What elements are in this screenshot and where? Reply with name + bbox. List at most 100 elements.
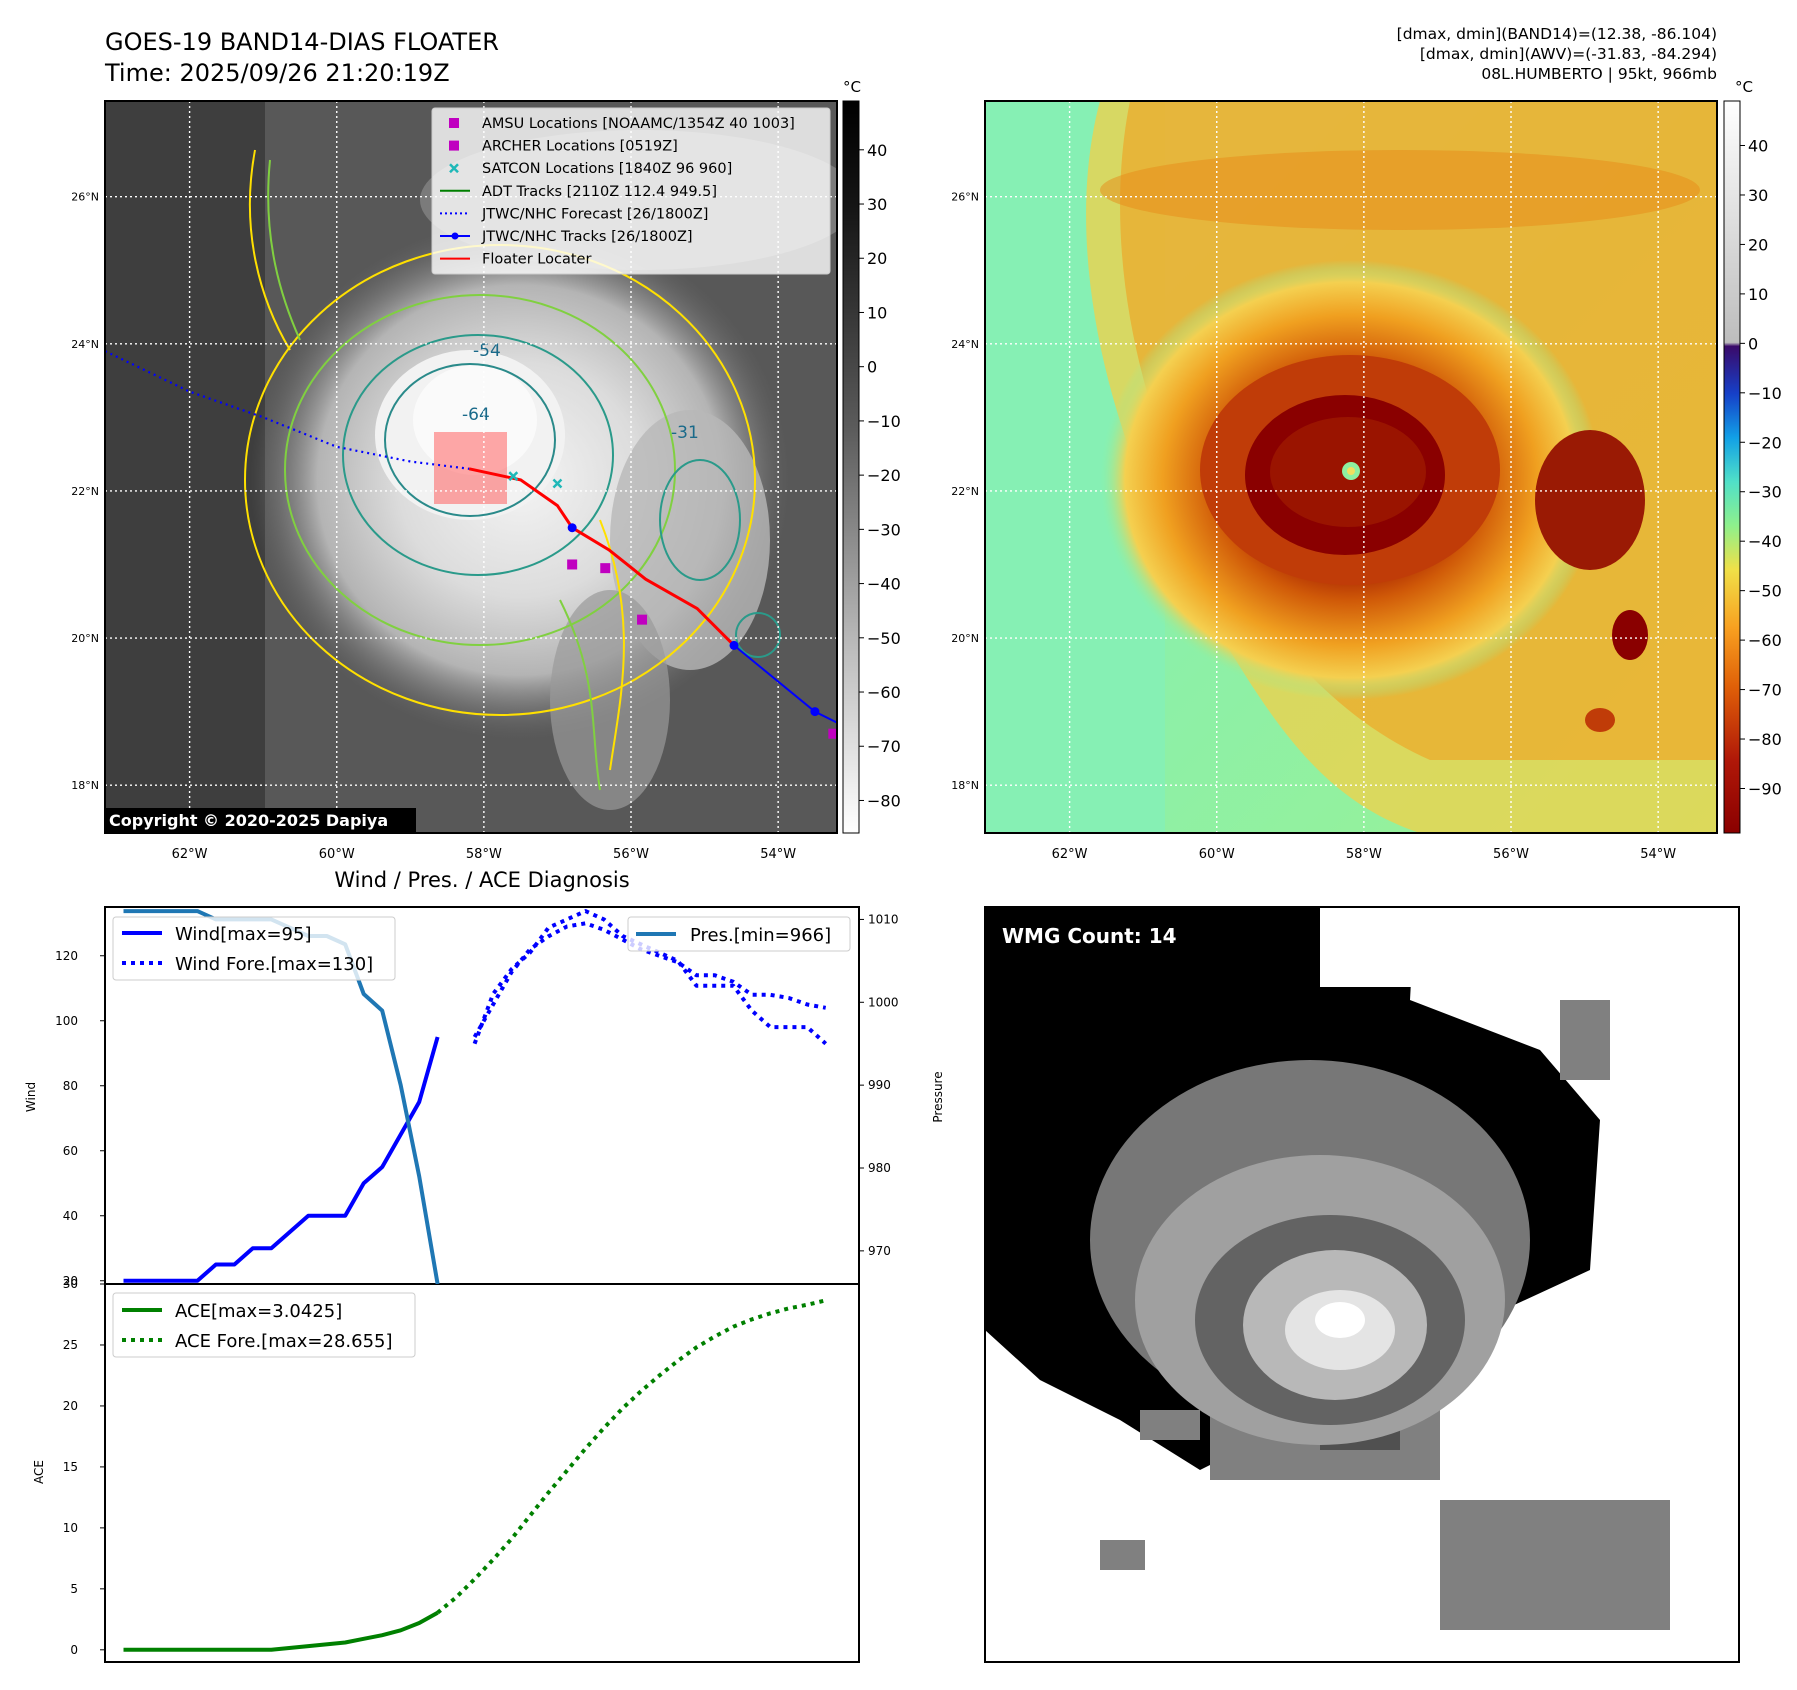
colorbar-tick-label: −10	[867, 412, 901, 431]
wind-tick-label: 60	[63, 1144, 78, 1158]
ace-legend: ACE[max=3.0425] ACE Fore.[max=28.655]	[112, 1292, 416, 1358]
lat-tick-label: 24°N	[71, 338, 99, 351]
lat-tick-label: 26°N	[71, 191, 99, 204]
pressure-tick-label: 1010	[868, 912, 899, 926]
lat-tick-label: 20°N	[951, 632, 979, 645]
legend-pressure: Pres.[min=966]	[690, 925, 831, 946]
colorbar-tick-label: −10	[1748, 384, 1782, 403]
lon-tick-label: 58°W	[466, 847, 502, 862]
amsu-point	[828, 728, 837, 739]
map1-tracks	[105, 350, 837, 739]
wind-legend: Wind[max=95] Wind Fore.[max=130]	[112, 916, 396, 981]
info-line-1: [dmax, dmin](BAND14)=(12.38, -86.104)	[1397, 25, 1717, 43]
ace-tick-label: 0	[70, 1643, 78, 1657]
lon-tick-label: 62°W	[1052, 847, 1088, 862]
series-line-ace	[123, 1610, 439, 1652]
colorbar-tick-label: −30	[1748, 483, 1782, 502]
colorbar-tick-label: 10	[867, 303, 887, 322]
lon-tick-label: 54°W	[760, 847, 796, 862]
lat-tick-label: 24°N	[951, 338, 979, 351]
ace-tick-label: 30	[63, 1277, 78, 1291]
info-line-3: 08L.HUMBERTO | 95kt, 966mb	[1481, 65, 1717, 83]
pressure-tick-label: 970	[868, 1244, 891, 1258]
pressure-axis-label: Pressure	[931, 1071, 945, 1122]
lat-tick-label: 20°N	[71, 632, 99, 645]
map2-gridlines	[985, 101, 1717, 833]
wind-tick-label: 80	[63, 1079, 78, 1093]
colorbar-tick-label: −70	[867, 737, 901, 756]
colorbar-tick-label: 30	[867, 195, 887, 214]
colorbar-tick-label: 20	[867, 249, 887, 268]
colorbar-color	[1723, 100, 1741, 834]
legend-label: ARCHER Locations [0519Z]	[482, 139, 678, 155]
legend-ace-fore: ACE Fore.[max=28.655]	[175, 1331, 393, 1352]
lon-tick-label: 60°W	[319, 847, 355, 862]
floater-locater-line	[468, 467, 736, 647]
lat-tick-label: 22°N	[951, 485, 979, 498]
wmg-count-label: WMG Count: 14	[1002, 924, 1177, 948]
colorbar-gray	[842, 100, 860, 834]
ace-tick-label: 10	[63, 1521, 78, 1535]
lon-tick-label: 54°W	[1640, 847, 1676, 862]
legend-wind-fore: Wind Fore.[max=130]	[175, 954, 373, 975]
colorbar-tick-label: −90	[1748, 779, 1782, 798]
contour-label-54: -54	[473, 341, 501, 361]
satcon-point	[508, 471, 519, 482]
amsu-point	[637, 614, 648, 625]
colorbar-tick-label: −50	[1748, 582, 1782, 601]
legend-marker-square	[449, 118, 459, 128]
forecast-track-line	[105, 350, 470, 470]
ace-tick-label: 5	[70, 1582, 78, 1596]
ace-axis-ticks: 0 5 10 15 20 25 30	[63, 1277, 105, 1657]
colorbar-gray-unit: °C	[843, 78, 861, 96]
colorbar-tick-label: 0	[867, 358, 877, 377]
legend-wind: Wind[max=95]	[175, 924, 312, 945]
amsu-point	[567, 559, 578, 570]
ace-axis-label: ACE	[32, 1460, 46, 1484]
copyright-box	[105, 808, 416, 832]
colorbar-tick-label: −70	[1748, 681, 1782, 700]
legend-marker-x	[449, 163, 459, 174]
colorbar-tick-label: −60	[1748, 631, 1782, 650]
legend-label: JTWC/NHC Tracks [26/1800Z]	[481, 229, 693, 245]
lon-tick-label: 60°W	[1199, 847, 1235, 862]
title-line-2: Time: 2025/09/26 21:20:19Z	[104, 59, 450, 87]
copyright-text: Copyright © 2020-2025 Dapiya	[109, 811, 388, 830]
colorbar-tick-label: 20	[1748, 235, 1768, 254]
ace-tick-label: 20	[63, 1399, 78, 1413]
ace-lines	[123, 1298, 827, 1652]
colorbar-tick-label: −30	[867, 520, 901, 539]
nhc-track-point	[810, 707, 820, 717]
legend-label: ADT Tracks [2110Z 112.4 949.5]	[482, 184, 717, 200]
pressure-legend: Pres.[min=966]	[627, 916, 851, 952]
series-line-wind-fore-	[472, 921, 827, 1038]
map2-axis-ticks: 62°W 60°W 58°W 56°W 54°W 26°N 24°N 22°N 20°N 18°N	[951, 191, 1676, 862]
legend-label: AMSU Locations [NOAAMC/1354Z 40 1003]	[482, 116, 795, 132]
legend-label: SATCON Locations [1840Z 96 960]	[482, 161, 732, 177]
colorbar-tick-label: 40	[1748, 137, 1768, 156]
contour-label-31: -31	[671, 423, 699, 443]
map-legend: AMSU Locations [NOAAMC/1354Z 40 1003] ARC…	[431, 107, 831, 275]
colorbar-tick-label: −20	[1748, 433, 1782, 452]
colorbar-tick-label: −40	[867, 575, 901, 594]
legend-label: Floater Locater	[482, 252, 591, 268]
series-line-wind	[123, 1036, 440, 1283]
contour-label-64: -64	[462, 405, 490, 425]
colorbar-gray-ticks: 40 30 20 10 0 −10 −20 −30 −40 −50 −60 −70 −80	[859, 141, 901, 810]
ace-tick-label: 15	[63, 1460, 78, 1474]
wind-axis-label: Wind	[24, 1082, 38, 1112]
ace-tick-label: 25	[63, 1338, 78, 1352]
colorbar-tick-label: −80	[1748, 730, 1782, 749]
legend-marker-dot	[451, 232, 459, 240]
lon-tick-label: 56°W	[1493, 847, 1529, 862]
map-color	[985, 101, 1717, 833]
wind-tick-label: 120	[55, 949, 78, 963]
lon-tick-label: 56°W	[613, 847, 649, 862]
lon-tick-label: 58°W	[1346, 847, 1382, 862]
legend-ace: ACE[max=3.0425]	[175, 1301, 342, 1322]
colorbar-tick-label: 30	[1748, 186, 1768, 205]
wind-tick-label: 40	[63, 1209, 78, 1223]
title-line-1: GOES-19 BAND14-DIAS FLOATER	[105, 28, 499, 56]
legend-label: JTWC/NHC Forecast [26/1800Z]	[481, 206, 708, 222]
